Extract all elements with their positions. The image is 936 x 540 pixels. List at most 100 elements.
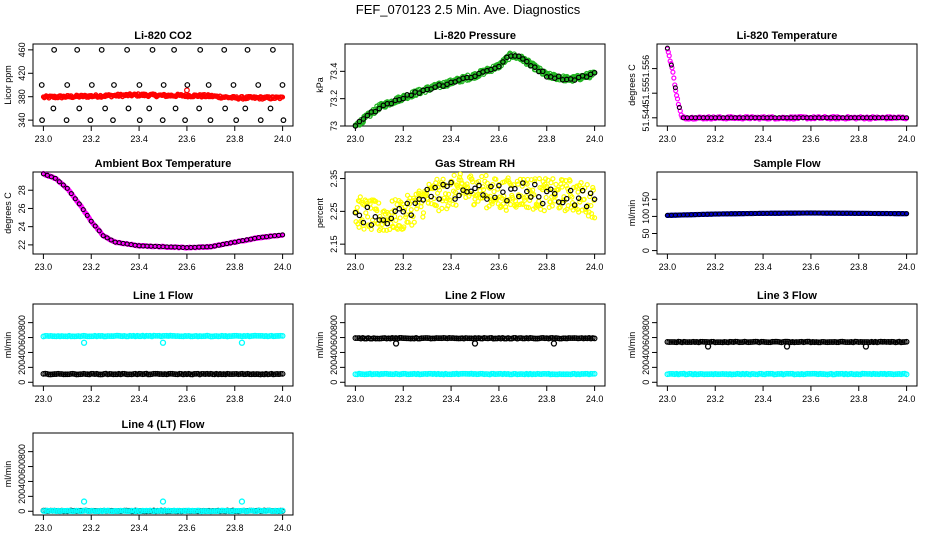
data-point xyxy=(550,176,556,182)
data-point xyxy=(62,371,69,378)
data-point xyxy=(253,332,260,339)
y-axis-label: ml/min xyxy=(627,200,637,227)
data-point xyxy=(403,214,409,220)
data-point xyxy=(393,217,399,224)
data-point xyxy=(447,197,453,203)
data-point xyxy=(668,339,674,345)
data-point xyxy=(444,371,451,378)
data-point xyxy=(721,371,728,377)
data-point xyxy=(356,224,362,230)
plot-marks xyxy=(40,332,286,378)
data-point xyxy=(80,498,88,505)
data-point xyxy=(531,178,538,184)
data-point xyxy=(676,105,682,111)
data-point xyxy=(488,183,494,190)
data-point xyxy=(424,335,431,341)
x-tick-label: 24.0 xyxy=(898,394,916,404)
x-tick-label: 23.4 xyxy=(130,394,148,404)
x-tick-label: 23.0 xyxy=(35,394,53,404)
data-point xyxy=(488,370,495,377)
y-tick-label: 600 xyxy=(17,459,27,474)
y-axis-label: degrees C xyxy=(627,64,637,106)
data-point xyxy=(354,204,360,211)
data-point xyxy=(429,335,436,342)
data-point xyxy=(169,333,176,339)
y-axis-label: ml/min xyxy=(3,461,13,488)
data-point xyxy=(76,105,83,112)
data-point xyxy=(591,196,598,202)
y-axis-label: ml/min xyxy=(3,332,13,359)
data-point xyxy=(484,196,490,202)
y-tick-label: 200 xyxy=(329,360,339,375)
data-point xyxy=(582,206,589,212)
plot-frame xyxy=(344,171,606,255)
data-point xyxy=(184,87,190,94)
data-point xyxy=(564,371,570,378)
data-point xyxy=(701,339,708,345)
x-tick-label: 23.8 xyxy=(850,262,868,272)
data-point xyxy=(434,176,440,182)
data-point xyxy=(496,182,502,189)
x-tick-label: 23.6 xyxy=(490,262,508,272)
x-tick-label: 23.8 xyxy=(850,134,868,144)
data-point xyxy=(360,116,367,122)
data-point xyxy=(666,53,672,59)
plot-frame xyxy=(344,303,606,387)
data-point xyxy=(514,201,520,207)
data-point xyxy=(372,214,379,220)
data-point xyxy=(457,171,463,177)
data-point xyxy=(136,333,142,340)
data-point xyxy=(590,184,596,191)
data-point xyxy=(469,176,475,182)
data-point xyxy=(108,508,115,515)
data-point xyxy=(100,233,106,239)
data-point xyxy=(670,69,676,75)
data-point xyxy=(64,371,71,378)
data-point xyxy=(255,82,262,88)
data-point xyxy=(40,171,46,177)
data-point xyxy=(535,194,542,200)
data-point xyxy=(160,332,166,339)
x-tick-label: 23.4 xyxy=(442,394,460,404)
y-tick-label: 400 xyxy=(17,474,27,489)
data-point xyxy=(543,194,549,201)
data-point xyxy=(433,203,439,209)
data-point xyxy=(154,332,161,339)
data-point xyxy=(704,371,711,378)
x-tick-label: 23.0 xyxy=(347,262,365,272)
x-tick-label: 23.8 xyxy=(538,262,556,272)
y-tick-label: 600 xyxy=(641,330,651,345)
data-point xyxy=(257,332,264,339)
data-point xyxy=(388,215,395,222)
data-point xyxy=(267,105,274,112)
data-point xyxy=(381,227,387,233)
data-point xyxy=(472,185,478,192)
plot-title: Sample Flow xyxy=(753,158,821,170)
data-point xyxy=(405,219,411,225)
data-point xyxy=(555,73,562,80)
data-point xyxy=(543,188,550,195)
data-point xyxy=(74,46,81,53)
x-tick-label: 23.6 xyxy=(802,134,820,144)
panel-licor_temp: Li-820 Temperature 23.0 23.2 23.4 23.6 23.8 24… xyxy=(627,30,918,144)
data-point xyxy=(480,192,486,198)
data-point xyxy=(900,339,906,345)
x-tick-label: 23.0 xyxy=(347,134,365,144)
data-point xyxy=(376,200,382,206)
data-point xyxy=(765,370,772,377)
x-tick-label: 23.8 xyxy=(226,134,244,144)
x-tick-label: 23.6 xyxy=(490,394,508,404)
data-point xyxy=(904,211,910,217)
x-tick-label: 23.2 xyxy=(394,394,412,404)
data-point xyxy=(491,188,497,195)
data-point xyxy=(472,73,478,80)
data-point xyxy=(39,117,45,124)
data-point xyxy=(560,177,566,183)
data-point xyxy=(591,370,598,377)
data-point xyxy=(579,187,586,194)
data-point xyxy=(222,105,229,112)
data-point xyxy=(364,204,371,211)
data-point xyxy=(407,371,414,377)
data-point xyxy=(571,335,578,341)
data-point xyxy=(420,214,426,220)
